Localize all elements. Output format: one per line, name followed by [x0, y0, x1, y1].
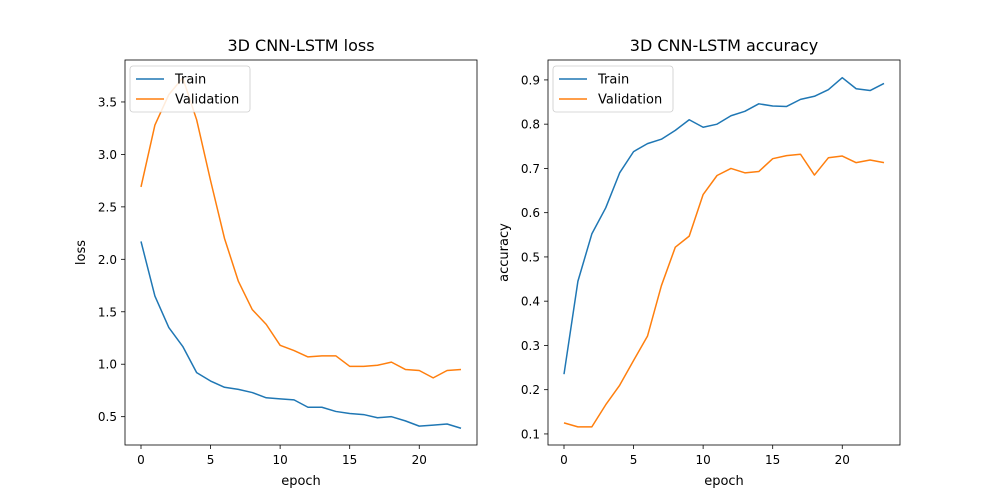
legend-box — [129, 65, 251, 113]
plot-frame — [547, 59, 901, 446]
y-tick-label: 1.5 — [98, 305, 117, 319]
loss-chart: 3D CNN-LSTM loss 0 5 10 15 20 0.5 1.0 1.5 2.0 2.5 3… — [74, 36, 478, 489]
x-tick-label: 15 — [342, 453, 357, 467]
legend-label-train: Train — [174, 73, 206, 88]
series-line-validation — [140, 77, 462, 379]
x-axis-label: epoch — [281, 474, 321, 489]
y-tick-label: 2.0 — [98, 253, 117, 267]
y-tick-label: 1.0 — [98, 358, 117, 372]
x-tick-label: 0 — [560, 453, 568, 467]
plot-frame — [124, 59, 478, 446]
legend: Train Validation — [552, 65, 674, 113]
y-axis-label: accuracy — [497, 223, 512, 282]
y-tick-label: 0.8 — [521, 118, 540, 132]
legend: Train Validation — [129, 65, 251, 113]
y-tick-label: 0.1 — [521, 427, 540, 441]
y-tick-label: 0.6 — [521, 206, 540, 220]
series-line-validation — [563, 153, 885, 428]
legend-box — [552, 65, 674, 113]
series-line-train — [563, 76, 885, 375]
chart-title: 3D CNN-LSTM accuracy — [630, 36, 818, 55]
chart-title: 3D CNN-LSTM loss — [227, 36, 374, 55]
y-tick-label: 0.3 — [521, 339, 540, 353]
x-tick-label: 10 — [695, 453, 710, 467]
y-tick-label: 0.5 — [521, 250, 540, 264]
y-tick-label: 0.2 — [521, 383, 540, 397]
y-tick-label: 0.5 — [98, 410, 117, 424]
legend-label-validation: Validation — [175, 93, 239, 108]
legend-label-validation: Validation — [598, 93, 662, 108]
legend-label-train: Train — [597, 73, 629, 88]
y-tick-label: 3.0 — [98, 148, 117, 162]
series-line-train — [140, 241, 462, 429]
y-tick-label: 0.7 — [521, 162, 540, 176]
x-tick-label: 5 — [630, 453, 638, 467]
y-tick-label: 0.9 — [521, 73, 540, 87]
y-axis-label: loss — [74, 240, 89, 265]
y-tick-label: 2.5 — [98, 200, 117, 214]
x-tick-label: 0 — [137, 453, 145, 467]
x-axis-label: epoch — [704, 474, 744, 489]
accuracy-chart: 3D CNN-LSTM accuracy 0 5 10 15 20 0.1 0.2 0.3 0.4… — [497, 36, 901, 489]
x-tick-label: 15 — [765, 453, 780, 467]
x-tick-label: 10 — [272, 453, 287, 467]
y-tick-label: 3.5 — [98, 95, 117, 109]
x-tick-label: 20 — [835, 453, 850, 467]
x-tick-label: 5 — [207, 453, 215, 467]
x-tick-label: 20 — [412, 453, 427, 467]
y-tick-label: 0.4 — [521, 295, 540, 309]
